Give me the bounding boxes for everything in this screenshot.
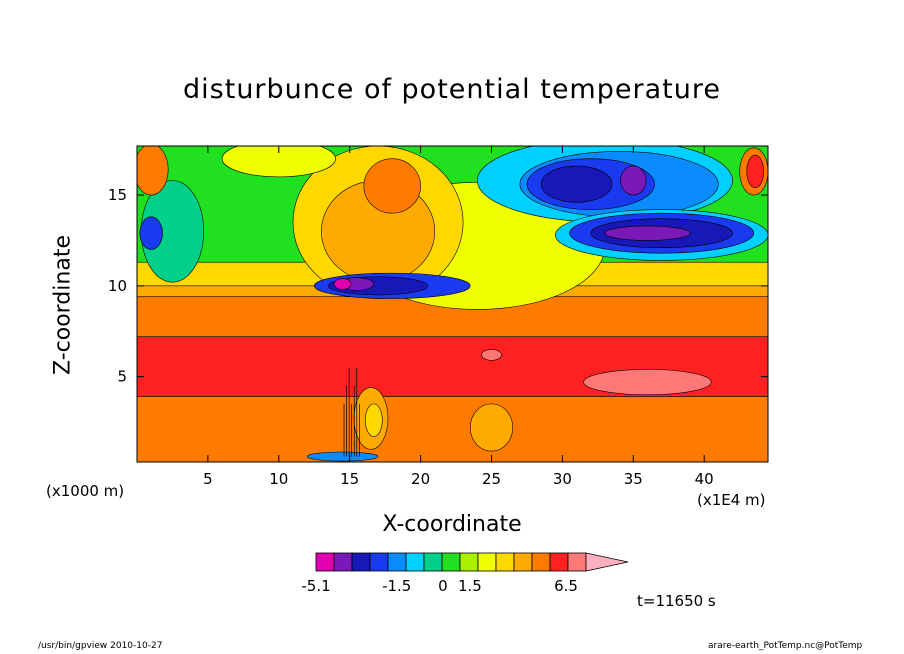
plot-frame [136,145,769,463]
y-tick-label: 5 [117,368,127,386]
colorbar-box [333,552,353,572]
colorbar-box [459,552,479,572]
field-yellow-top-strip [221,146,336,178]
x-tick-label: 15 [340,470,359,488]
field-purple-upper-right [620,165,647,196]
y-tick-label: 10 [108,277,127,295]
colorbar-box [477,552,497,572]
field-red-corner [746,154,765,189]
field-orange-left-top [137,146,169,196]
field-purple-right-band [604,225,691,241]
field-orange-low-right [469,403,514,452]
y-axis-label: Z-coordinate [50,235,76,375]
time-stamp: t=11650 s [637,592,716,610]
x-tick-label: 20 [411,470,430,488]
field-dark-blue-upper-right [540,165,613,203]
field-pink-patch [583,369,712,396]
x-tick-label: 40 [695,470,714,488]
colorbar-box [423,552,443,572]
colorbar-box [351,552,371,572]
x-unit-left: (x1000 m) [46,482,125,500]
colorbar-label: -5.1 [301,577,330,595]
colorbar-box [387,552,407,572]
y-tick-label: 15 [108,186,127,204]
x-tick-label: 10 [269,470,288,488]
x-tick-label: 5 [203,470,213,488]
x-tick-label: 35 [624,470,643,488]
colorbar-label: -1.5 [382,577,411,595]
chart-title: disturbunce of potential temperature [183,74,721,105]
colorbar-box [495,552,515,572]
colorbar-box [369,552,389,572]
x-tick-label: 30 [553,470,572,488]
footer-left: /usr/bin/gpview 2010-10-27 [38,641,163,651]
field-blue-left [139,216,163,250]
colorbar-box [567,552,587,572]
field-magenta-cloud [333,278,352,290]
colorbar-label: 6.5 [554,577,578,595]
x-unit-right: (x1E4 m) [697,491,766,509]
colorbar-box [549,552,569,572]
colorbar-box [405,552,425,572]
x-tick-label: 25 [482,470,501,488]
colorbar-label: 0 [438,577,448,595]
field-orange-plume-top [363,158,421,214]
colorbar-label: 1.5 [458,577,482,595]
colorbar-box [441,552,461,572]
colorbar-box [315,552,335,572]
colorbar-box [531,552,551,572]
field-pink-small [481,349,502,361]
colorbar-box [513,552,533,572]
colorbar-extension [585,552,629,572]
footer-right: arare-earth_PotTemp.nc@PotTemp [708,641,863,651]
field-blue-ground [306,451,379,462]
field-yellow-low-left [364,403,383,437]
x-axis-label: X-coordinate [382,512,522,537]
